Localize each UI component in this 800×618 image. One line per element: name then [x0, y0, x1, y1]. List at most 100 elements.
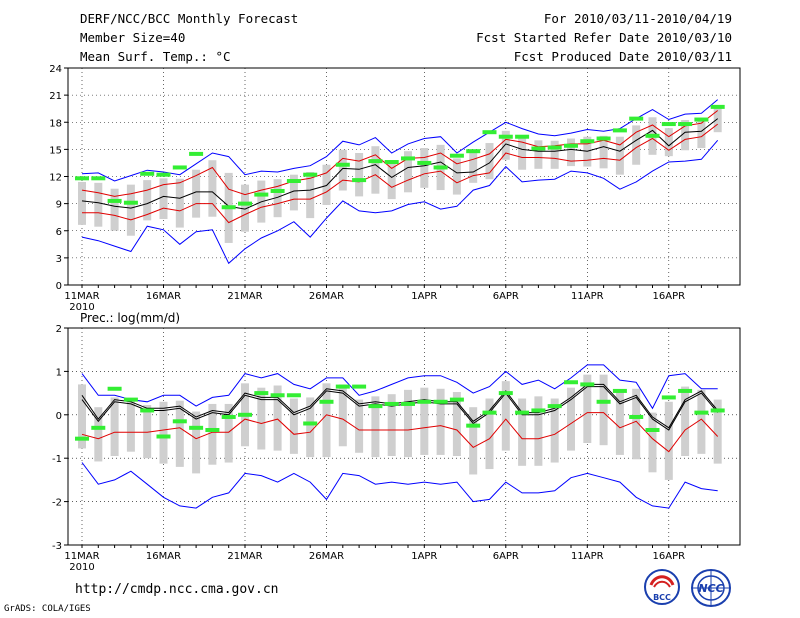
prec-spread-box: [648, 412, 657, 473]
temp-observed-mark: [156, 172, 171, 177]
temp-observed-mark: [612, 128, 627, 133]
prec-spread-box: [273, 385, 282, 451]
temp-ytick-label: 24: [49, 64, 62, 75]
temp-observed-mark: [189, 151, 204, 156]
prec-observed-mark: [678, 388, 693, 393]
prec-observed-mark: [710, 408, 725, 413]
temp-observed-mark: [498, 134, 513, 139]
temp-observed-mark: [661, 122, 676, 127]
temp-spread-box: [469, 150, 478, 183]
temp-observed-mark: [645, 133, 660, 138]
prec-xtick-label: 21MAR: [227, 551, 262, 562]
prec-line-mean_plus_sd: [81, 383, 719, 429]
prec-spread-box: [632, 388, 641, 460]
temp-spread-box: [94, 182, 103, 227]
temp-observed-mark: [417, 160, 432, 165]
temp-spread-box: [371, 146, 380, 194]
temp-observed-mark: [270, 188, 285, 193]
temp-observed-mark: [710, 104, 725, 109]
prec-observed-mark: [564, 380, 578, 385]
prec-spread-box: [469, 407, 478, 475]
prec-observed-mark: [645, 427, 660, 432]
temp-spread-box: [567, 138, 575, 167]
prec-observed-mark: [123, 397, 138, 402]
temp-observed-mark: [547, 145, 562, 150]
prec-observed-mark: [417, 399, 432, 404]
prec-line-mean_minus_sd: [81, 412, 719, 453]
temp-line-ens_mean: [81, 118, 719, 210]
temp-observed-mark: [303, 172, 318, 177]
temp-observed-mark: [384, 160, 399, 165]
prec-observed-mark: [335, 384, 350, 389]
prec-spread-box: [224, 403, 233, 463]
footer-url[interactable]: http://cmdp.ncc.cma.gov.cn: [75, 582, 279, 597]
temp-spread-box: [192, 169, 201, 218]
prec-observed-mark: [433, 399, 448, 404]
temp-observed-mark: [433, 165, 448, 170]
chart-title: DERF/NCC/BCC Monthly Forecast: [80, 11, 299, 26]
prec-observed-mark: [629, 414, 644, 419]
temp-spread-box: [273, 179, 282, 218]
prec-xtick-label: 26MAR: [309, 551, 344, 562]
prec-observed-mark: [205, 427, 220, 432]
temp-observed-mark: [238, 201, 252, 206]
prec-observed-mark: [286, 393, 301, 398]
member-size: Member Size=40: [80, 30, 186, 45]
temp-spread-box: [664, 128, 673, 157]
prec-spread-box: [550, 398, 559, 463]
temp-xtick-label: 26MAR: [309, 291, 344, 302]
prec-xtick-label: 16MAR: [146, 551, 181, 562]
prec-observed-mark: [270, 393, 285, 398]
prec-observed-mark: [547, 404, 562, 409]
temp-observed-mark: [449, 153, 464, 158]
temp-spread-box: [338, 149, 347, 191]
ncc-logo: NCC: [690, 568, 731, 607]
temp-xtick-label: 16APR: [653, 291, 686, 302]
prec-observed-mark: [352, 384, 367, 389]
temp-line-mean_minus_sd: [82, 123, 719, 224]
prec-ytick-label: 1: [56, 367, 62, 378]
prec-spread-box: [567, 387, 575, 451]
temp-spread-box: [78, 181, 86, 225]
temp-ytick-label: 21: [49, 91, 62, 102]
temp-observed-mark: [254, 192, 269, 197]
temp-observed-mark: [335, 162, 350, 167]
prec-spread-box: [175, 400, 184, 467]
temp-spread-box: [208, 160, 217, 217]
temp-spread-box: [550, 140, 559, 169]
temp-spread-box: [518, 135, 527, 170]
temp-observed-mark: [515, 134, 530, 139]
prec-spread-box: [420, 387, 429, 455]
prec-observed-mark: [189, 425, 204, 430]
temp-observed-mark: [286, 179, 301, 184]
prec-spread-box: [501, 381, 510, 451]
produced-date: Fcst Produced Date 2010/03/11: [513, 49, 732, 64]
prec-ytick-label: 0: [56, 411, 62, 422]
prec-observed-mark: [238, 412, 252, 417]
refer-date: Fcst Started Refer Date 2010/03/10: [476, 30, 732, 45]
prec-observed-mark: [384, 401, 399, 406]
prec-ytick-label: -3: [52, 541, 62, 552]
prec-observed-mark: [156, 434, 171, 439]
temp-spread-box: [485, 143, 494, 180]
prec-observed-mark: [498, 391, 513, 396]
prec-spread-box: [289, 398, 298, 454]
prec-spread-box: [518, 398, 527, 466]
prec-spread-box: [257, 387, 266, 450]
temp-xtick-label: 11MAR: [64, 291, 99, 302]
temp-ytick-label: 0: [56, 281, 62, 292]
temp-xtick-label: 1APR: [411, 291, 437, 302]
prec-spread-box: [338, 384, 347, 447]
temp-spread-box: [387, 160, 396, 200]
prec-observed-mark: [172, 419, 187, 424]
prec-xtick-year: 2010: [69, 562, 94, 573]
prec-spread-box: [322, 383, 331, 458]
bcc-logo-text: BCC: [653, 593, 671, 602]
temp-xtick-year: 2010: [69, 302, 94, 313]
temp-observed-mark: [91, 176, 106, 181]
prec-observed-mark: [466, 423, 481, 428]
prec-frame: [67, 327, 741, 546]
temp-observed-mark: [368, 159, 383, 164]
prec-spread-box: [371, 396, 380, 458]
